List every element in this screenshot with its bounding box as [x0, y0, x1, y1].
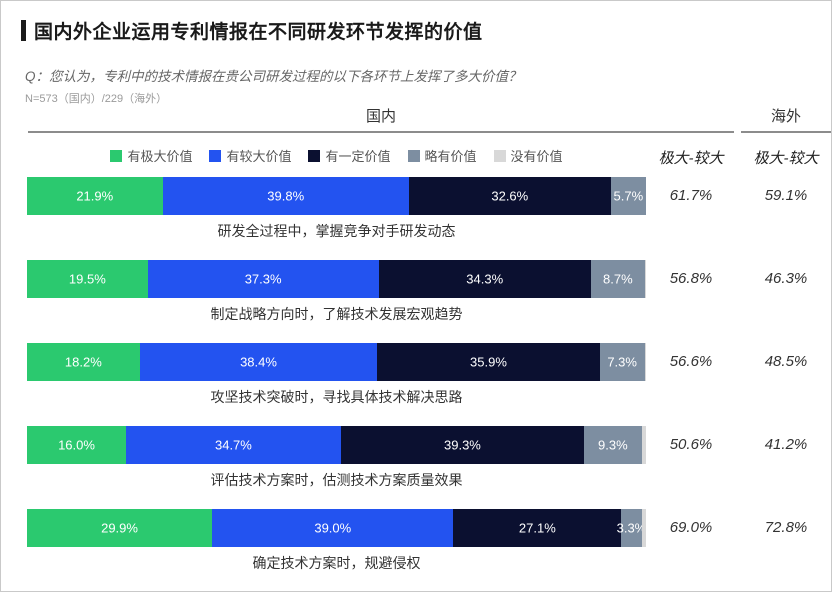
segment-value-label: 29.9%	[101, 520, 138, 536]
legend-swatch-icon	[493, 149, 506, 162]
overseas-total-value: 59.1%	[764, 187, 808, 204]
bar-segment: 39.8%	[162, 177, 409, 215]
bar-segment: 35.9%	[377, 343, 600, 381]
bar-segment: 7.3%	[599, 343, 645, 381]
bar-segment: 3.3%	[617, 509, 646, 547]
bar-segment: 27.1%	[453, 509, 622, 547]
bar-segment: 37.3%	[147, 260, 379, 298]
bar-segment: 19.5%	[27, 260, 148, 298]
legend-label: 有较大价值	[226, 149, 292, 164]
segment-value-label: 5.7%	[613, 188, 644, 204]
bar-category-label: 确定技术方案时，规避侵权	[252, 555, 421, 571]
bar-segment: 34.3%	[378, 260, 591, 298]
legend-label: 没有价值	[510, 149, 563, 164]
legend-swatch-icon	[308, 149, 321, 162]
segment-value-label: 39.3%	[444, 437, 481, 453]
legend-item: 有较大价值	[209, 146, 291, 165]
legend-item: 略有价值	[407, 146, 477, 165]
segment-value-label: 38.4%	[240, 354, 277, 370]
bar-segment	[644, 343, 646, 381]
segment-value-label: 32.6%	[491, 188, 529, 204]
chart-legend: 有极大价值 有较大价值 有一定价值 略有价值 没有价值	[27, 146, 646, 165]
page-title: 国内外企业运用专利情报在不同研发环节发挥的价值	[34, 22, 483, 43]
overseas-total-value: 72.8%	[764, 519, 808, 536]
bar-category-label: 评估技术方案时，估测技术方案质量效果	[210, 472, 463, 488]
bar-segment: 39.0%	[212, 509, 454, 547]
segment-value-label: 35.9%	[470, 354, 507, 370]
bar-segment: 39.3%	[340, 426, 585, 464]
bar-row: 18.2% 38.4% 35.9% 7.3% 攻坚技术突破时，寻找具体技术解决思路 56.…	[1, 343, 831, 413]
bar-segment: 16.0%	[27, 426, 127, 464]
overseas-total-value: 41.2%	[764, 436, 808, 453]
bar-segment	[641, 426, 646, 464]
stacked-bar: 19.5% 37.3% 34.3% 8.7%	[27, 260, 646, 298]
bar-category-label: 制定战略方向时，了解技术发展宏观趋势	[210, 306, 463, 322]
stacked-bar: 21.9% 39.8% 32.6% 5.7%	[27, 177, 646, 215]
legend-swatch-icon	[110, 149, 123, 162]
legend-label: 有一定价值	[325, 149, 391, 164]
segment-value-label: 37.3%	[244, 271, 282, 287]
title-accent-bar	[21, 20, 26, 41]
domestic-total-value: 69.0%	[669, 519, 713, 536]
bar-segment: 9.3%	[584, 426, 642, 464]
segment-value-label: 7.3%	[607, 354, 637, 370]
legend-item: 有极大价值	[110, 146, 192, 165]
segment-value-label: 21.9%	[76, 188, 114, 204]
bar-row: 16.0% 34.7% 39.3% 9.3% 评估技术方案时，估测技术方案质量效果 50.…	[1, 426, 831, 496]
stacked-bar: 29.9% 39.0% 27.1% 3.3%	[27, 509, 646, 547]
bar-category-label: 攻坚技术突破时，寻找具体技术解决思路	[210, 389, 463, 405]
bar-row: 29.9% 39.0% 27.1% 3.3% 确定技术方案时，规避侵权 69.0% 72.8…	[1, 509, 831, 579]
segment-value-label: 9.3%	[598, 437, 628, 453]
domestic-group-header: 国内	[365, 108, 396, 125]
domestic-summary-header: 极大-较大	[658, 150, 724, 167]
segment-value-label: 34.3%	[466, 271, 504, 287]
legend-label: 有极大价值	[127, 149, 193, 164]
bar-segment: 38.4%	[139, 343, 378, 381]
legend-item: 有一定价值	[308, 146, 391, 165]
domestic-group-rule	[28, 131, 734, 133]
legend-label: 略有价值	[424, 149, 477, 164]
legend-item: 没有价值	[493, 146, 563, 165]
segment-value-label: 39.0%	[314, 520, 352, 536]
segment-value-label: 3.3%	[616, 520, 647, 536]
bar-row: 19.5% 37.3% 34.3% 8.7% 制定战略方向时，了解技术发展宏观趋势 56.…	[1, 260, 831, 330]
survey-question: Q：您认为，专利中的技术情报在贵公司研发过程的以下各环节上发挥了多大价值？	[25, 69, 522, 84]
bar-segment: 32.6%	[408, 177, 611, 215]
bar-segment: 34.7%	[126, 426, 341, 464]
sample-size-note: N=573（国内）/229（海外）	[25, 93, 168, 105]
stacked-bar: 18.2% 38.4% 35.9% 7.3%	[27, 343, 646, 381]
overseas-total-value: 46.3%	[764, 270, 808, 287]
legend-swatch-icon	[407, 149, 420, 162]
page-title-row: 国内外企业运用专利情报在不同研发环节发挥的价值	[21, 17, 483, 44]
bar-segment: 21.9%	[27, 177, 163, 215]
domestic-total-value: 56.8%	[669, 270, 713, 287]
bar-segment	[644, 260, 646, 298]
domestic-total-value: 50.6%	[669, 436, 713, 453]
bar-segment	[641, 509, 646, 547]
overseas-total-value: 48.5%	[764, 353, 808, 370]
domestic-total-value: 56.6%	[669, 353, 713, 370]
overseas-group-header: 海外	[770, 108, 801, 125]
bar-category-label: 研发全过程中，掌握竞争对手研发动态	[217, 223, 456, 239]
segment-value-label: 16.0%	[58, 437, 95, 453]
segment-value-label: 18.2%	[64, 354, 102, 370]
bar-segment: 18.2%	[27, 343, 140, 381]
segment-value-label: 8.7%	[602, 271, 633, 287]
bar-segment: 5.7%	[610, 177, 646, 215]
overseas-group-rule	[741, 131, 831, 133]
bar-segment: 8.7%	[590, 260, 645, 298]
segment-value-label: 34.7%	[214, 437, 252, 453]
segment-value-label: 39.8%	[267, 188, 305, 204]
legend-swatch-icon	[209, 149, 222, 162]
segment-value-label: 19.5%	[68, 271, 106, 287]
segment-value-label: 27.1%	[518, 520, 556, 536]
bar-segment: 29.9%	[27, 509, 213, 547]
domestic-total-value: 61.7%	[669, 187, 713, 204]
stacked-bar: 16.0% 34.7% 39.3% 9.3%	[27, 426, 646, 464]
overseas-summary-header: 极大-较大	[753, 150, 819, 167]
bar-row: 21.9% 39.8% 32.6% 5.7% 研发全过程中，掌握竞争对手研发动态 61.7…	[1, 177, 831, 247]
